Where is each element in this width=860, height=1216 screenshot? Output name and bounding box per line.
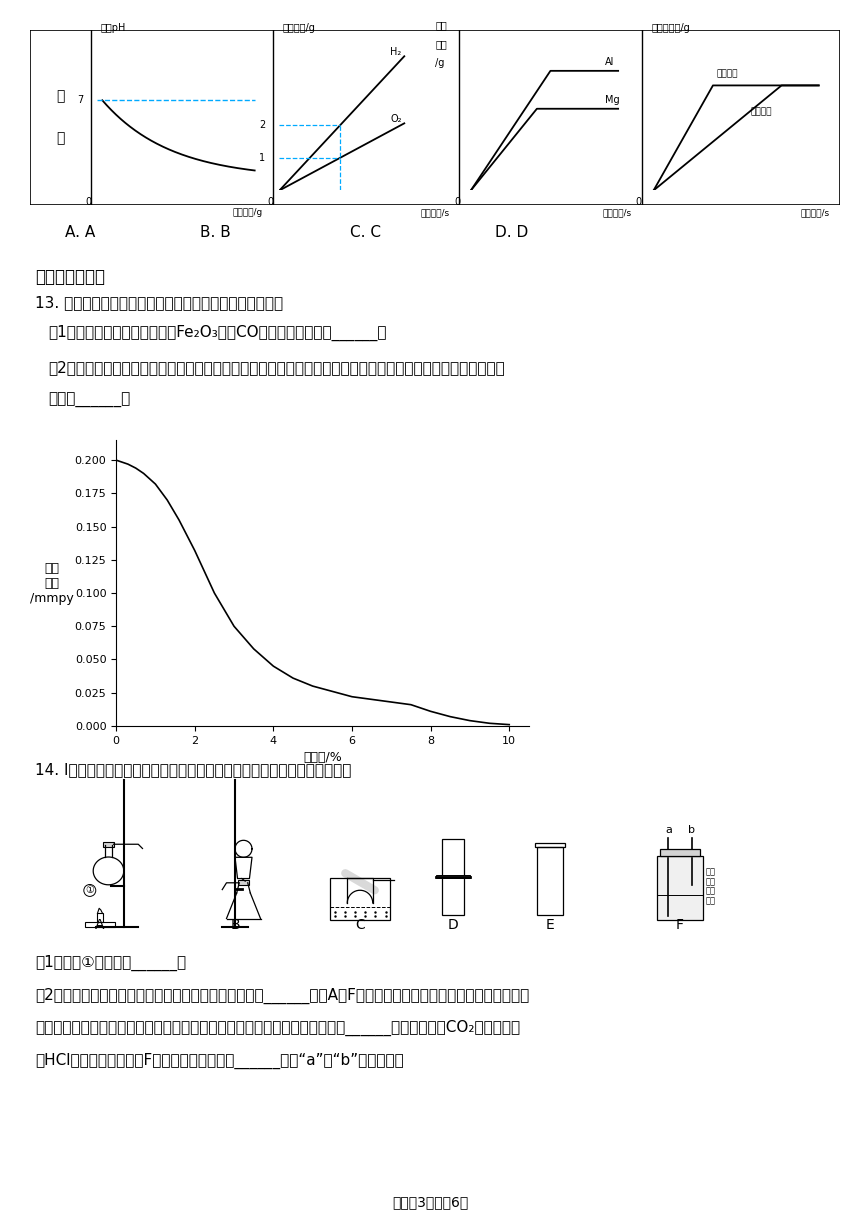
Text: 0: 0 (454, 197, 460, 207)
Text: O₂: O₂ (390, 114, 402, 124)
Text: Mg: Mg (605, 95, 619, 105)
Bar (660, 850, 700, 856)
Text: 反应时间/s: 反应时间/s (801, 208, 830, 216)
Bar (97, 913, 102, 922)
Text: 取二氧化碳气体，写出实验室用稀盐酸和大理石制取二氧化碳的化学方程式：______。制取得到的CO₂气体中往往: 取二氧化碳气体，写出实验室用稀盐酸和大理石制取二氧化碳的化学方程式：______… (35, 1020, 520, 1036)
Text: 溶液pH: 溶液pH (101, 23, 126, 33)
Text: 气体质量/g: 气体质量/g (283, 23, 316, 33)
Text: （2）实验室用过氧化氢和二氧化锄制取氧气，可以选择______（用A～F填空）作为发生装置。该装置还可以用于制: （2）实验室用过氧化氢和二氧化锄制取氧气，可以选择______（用A～F填空）作… (35, 987, 529, 1004)
Text: 图: 图 (56, 90, 64, 103)
Bar (442, 839, 464, 914)
Text: 象: 象 (56, 131, 64, 146)
Text: /g: /g (435, 58, 445, 68)
Text: H₂: H₂ (390, 47, 402, 57)
Text: 13. 大兴机场在建设过程中使用了大量的优质不锈锂材料。: 13. 大兴机场在建设过程中使用了大量的优质不锈锂材料。 (35, 295, 283, 310)
Text: B. B: B. B (200, 225, 230, 240)
Text: 饱和: 饱和 (706, 868, 716, 877)
Bar (538, 848, 562, 914)
Text: 气体的质量/g: 气体的质量/g (652, 23, 691, 33)
Text: 7: 7 (77, 95, 83, 105)
Text: 反应时间/s: 反应时间/s (421, 208, 450, 216)
Text: 水的质量/g: 水的质量/g (233, 208, 263, 216)
Text: 结论是______。: 结论是______。 (48, 393, 130, 409)
Bar (657, 856, 703, 921)
Text: E: E (545, 918, 555, 931)
Bar (84, 922, 115, 927)
Text: 0: 0 (267, 197, 273, 207)
Text: 0: 0 (86, 197, 92, 207)
Bar (103, 841, 114, 846)
Text: 2: 2 (259, 120, 265, 130)
Text: D. D: D. D (495, 225, 528, 240)
Text: 有催化剂: 有催化剂 (716, 69, 738, 79)
Text: （1）写出赤铁矿（主要成分为Fe₂O₃）与CO炼铁的化学方程式______。: （1）写出赤铁矿（主要成分为Fe₂O₃）与CO炼铁的化学方程式______。 (48, 325, 386, 342)
Text: B: B (230, 918, 240, 931)
Text: F: F (676, 918, 684, 931)
X-axis label: 铬含量/%: 铬含量/% (303, 751, 342, 764)
Text: 无催化剂: 无催化剂 (750, 107, 771, 117)
Bar (237, 880, 249, 884)
Text: 氢钠: 氢钠 (706, 886, 716, 896)
Text: 溶液: 溶液 (706, 896, 716, 906)
Text: C. C: C. C (350, 225, 381, 240)
Text: Al: Al (605, 57, 614, 67)
Text: 1: 1 (259, 153, 265, 163)
Text: （2）在锂材中加入铬元素可增强抗腐蚀能力。研究铬含量对某锂材抗腐蚀能力的影响，测定结果如图，可得到的: （2）在锂材中加入铬元素可增强抗腐蚀能力。研究铬含量对某锂材抗腐蚀能力的影响，测… (48, 360, 505, 375)
Text: A. A: A. A (65, 225, 95, 240)
Text: ①: ① (85, 885, 95, 895)
Text: 腑蚀
程度
/mmpy: 腑蚀 程度 /mmpy (30, 562, 73, 604)
Text: 质量: 质量 (435, 39, 447, 49)
Text: 含HCl杂质可以选用装置F除去，除杂气体应从______（填“a”或“b”）端通入。: 含HCl杂质可以选用装置F除去，除杂气体应从______（填“a”或“b”）端通… (35, 1053, 403, 1069)
Text: 反应时间/s: 反应时间/s (603, 208, 632, 216)
Text: D: D (447, 918, 458, 931)
Text: 14. I、根据反应物的状态和反应类型，可以选择相同的装置制取不同气体：: 14. I、根据反应物的状态和反应类型，可以选择相同的装置制取不同气体： (35, 762, 352, 777)
Bar (535, 843, 565, 848)
Text: 气体: 气体 (435, 19, 447, 30)
Text: b: b (688, 824, 695, 835)
Bar (330, 878, 390, 921)
Text: 碳酸: 碳酸 (706, 877, 716, 886)
Bar (435, 876, 470, 878)
Text: 二、填空与简答: 二、填空与简答 (35, 268, 105, 286)
Text: 试卷第3页，八6页: 试卷第3页，八6页 (392, 1195, 468, 1209)
Text: （1）图中①的名称是______。: （1）图中①的名称是______。 (35, 955, 186, 972)
Text: 0: 0 (636, 197, 642, 207)
Text: C: C (355, 918, 365, 931)
Text: A: A (95, 918, 105, 931)
Text: a: a (665, 824, 672, 835)
